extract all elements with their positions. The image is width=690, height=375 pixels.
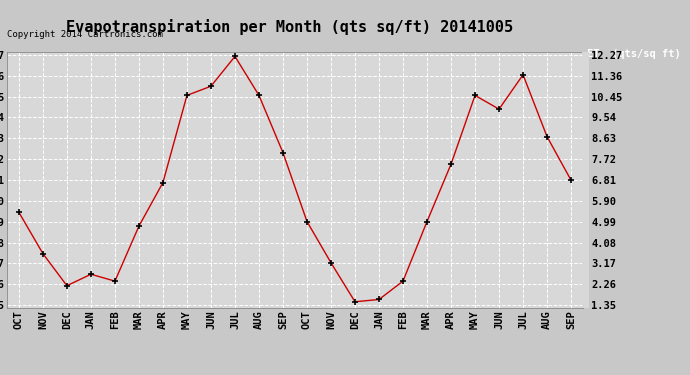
Text: ET  (qts/sq ft): ET (qts/sq ft) [586,50,680,59]
Text: Copyright 2014 Cartronics.com: Copyright 2014 Cartronics.com [7,30,163,39]
Text: Evapotranspiration per Month (qts sq/ft) 20141005: Evapotranspiration per Month (qts sq/ft)… [66,19,513,35]
